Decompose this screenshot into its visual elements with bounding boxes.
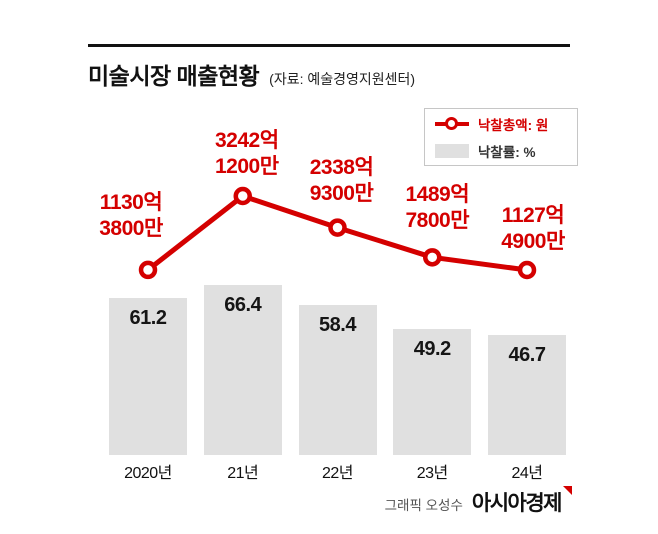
legend-row-line: 낙찰총액: 원 (435, 114, 567, 134)
chart-legend: 낙찰총액: 원 낙찰률: % (424, 108, 578, 166)
line-value-text: 1200만 (214, 154, 279, 178)
bar-23년: 49.2 (393, 329, 472, 455)
point-marker-22년 (328, 218, 347, 237)
point-marker-23년 (423, 248, 442, 267)
x-axis-label-23년: 23년 (416, 465, 449, 482)
bar-22년: 58.4 (298, 305, 377, 455)
point-marker-2020년 (138, 260, 158, 280)
line-value-text: 9300만 (309, 181, 374, 205)
point-marker-21년 (233, 186, 252, 206)
line-value-label-2020년: 1130억 3800만 (99, 190, 163, 242)
bar-value-label: 58.4 (319, 314, 356, 337)
page-title: 미술시장 매출현황 (88, 63, 260, 89)
legend-row-bar: 낙찰률: % (435, 141, 567, 161)
line-value-text: 7800만 (405, 209, 470, 233)
sales-line (145, 193, 530, 273)
line-value-text: 1489억 (405, 183, 470, 207)
line-value-label-21년: 3242억 1200만 (215, 128, 279, 180)
top-divider (88, 44, 570, 47)
bar-value-label: 46.7 (508, 344, 546, 367)
bar-2020년: 61.2 (109, 298, 187, 455)
data-source-note: (자료: 예술경영지원센터) (269, 71, 416, 87)
bar-value-label: 61.2 (129, 307, 167, 330)
graphic-credit: 그래픽 오성수 (384, 498, 463, 513)
bar-21년: 66.4 (203, 285, 282, 455)
bar-series-swatch-icon (435, 143, 469, 158)
line-value-label-24년: 1127억 4900만 (501, 203, 565, 255)
line-value-text: 3800만 (99, 216, 163, 240)
line-value-text: 1130억 (99, 190, 163, 214)
line-value-text: 3242억 (214, 128, 279, 152)
publisher-name: 아시아경제 (471, 492, 563, 515)
x-axis-label-22년: 22년 (321, 465, 354, 482)
bar-value-label: 66.4 (224, 294, 262, 317)
line-value-text: 2338억 (309, 155, 374, 179)
x-axis-label-24년: 24년 (511, 465, 543, 482)
line-value-label-22년: 2338억 9300만 (310, 155, 374, 207)
x-axis-label-21년: 21년 (227, 465, 259, 482)
footer: 그래픽 오성수 아시아경제 (384, 486, 572, 517)
line-value-text: 4900만 (501, 230, 565, 253)
legend-label-line: 낙찰총액: 원 (478, 117, 549, 133)
header: 미술시장 매출현황 (자료: 예술경영지원센터) (88, 57, 415, 91)
line-value-label-23년: 1489억 7800만 (405, 182, 469, 234)
publisher-logo-mark-icon (563, 486, 572, 495)
publisher-logo: 아시아경제 (471, 486, 572, 517)
legend-label-bar: 낙찰률: % (478, 144, 536, 160)
line-series-marker-icon (435, 116, 469, 131)
point-marker-24년 (517, 260, 537, 280)
line-value-text: 1127억 (501, 204, 565, 227)
x-axis-label-2020년: 2020년 (124, 465, 172, 482)
bar-value-label: 49.2 (413, 338, 451, 361)
bar-24년: 46.7 (488, 335, 566, 455)
line-marker-dot (445, 116, 458, 130)
